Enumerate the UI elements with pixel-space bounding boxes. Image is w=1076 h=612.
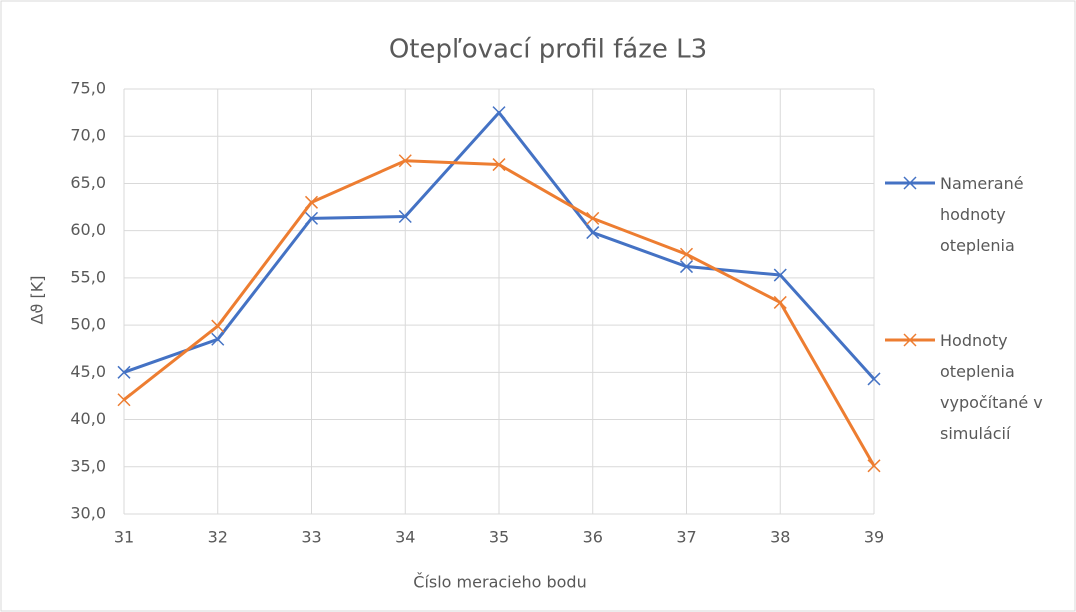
chart-title: Otepľovací profil fáze L3 [389, 35, 707, 65]
y-tick-label: 40,0 [70, 409, 106, 428]
y-axis-label: Δϑ [K] [28, 276, 47, 325]
marker [679, 260, 694, 274]
y-tick-label: 30,0 [70, 504, 106, 523]
legend-label: Namerané hodnoty oteplenia [940, 173, 1024, 255]
y-tick-label: 65,0 [70, 173, 106, 192]
x-axis-label: Číslo meracieho bodu [413, 573, 586, 592]
x-tick-label: 39 [864, 528, 884, 547]
x-tick-label: 37 [676, 528, 696, 547]
x-tick-label: 38 [770, 528, 790, 547]
marker [117, 365, 131, 379]
marker [398, 209, 412, 224]
y-tick-label: 45,0 [70, 362, 106, 381]
marker [211, 332, 225, 346]
marker [867, 459, 881, 473]
x-tick-label: 32 [208, 528, 228, 547]
legend-marker [903, 176, 917, 190]
y-tick-label: 60,0 [70, 220, 106, 239]
x-tick-label: 35 [489, 528, 509, 547]
x-tick-label: 33 [301, 528, 321, 547]
marker [117, 393, 131, 407]
marker [773, 268, 787, 282]
marker [211, 319, 225, 333]
y-tick-label: 75,0 [70, 79, 106, 98]
y-tick-label: 55,0 [70, 267, 106, 286]
marker [304, 195, 319, 209]
marker [773, 295, 787, 309]
y-tick-label: 50,0 [70, 315, 106, 334]
marker [679, 247, 694, 261]
marker [586, 211, 600, 225]
marker [492, 158, 506, 172]
marker [398, 154, 412, 168]
legend-label: Hodnoty oteplenia vypočítané v simulácií [940, 330, 1043, 443]
legend-marker [903, 333, 917, 347]
y-tick-label: 70,0 [70, 126, 106, 145]
marker [867, 372, 881, 386]
marker [586, 226, 600, 240]
x-tick-label: 34 [395, 528, 415, 547]
x-tick-label: 36 [583, 528, 603, 547]
marker [304, 211, 319, 225]
x-tick-label: 31 [114, 528, 134, 547]
y-tick-label: 35,0 [70, 456, 106, 475]
marker [492, 106, 506, 120]
